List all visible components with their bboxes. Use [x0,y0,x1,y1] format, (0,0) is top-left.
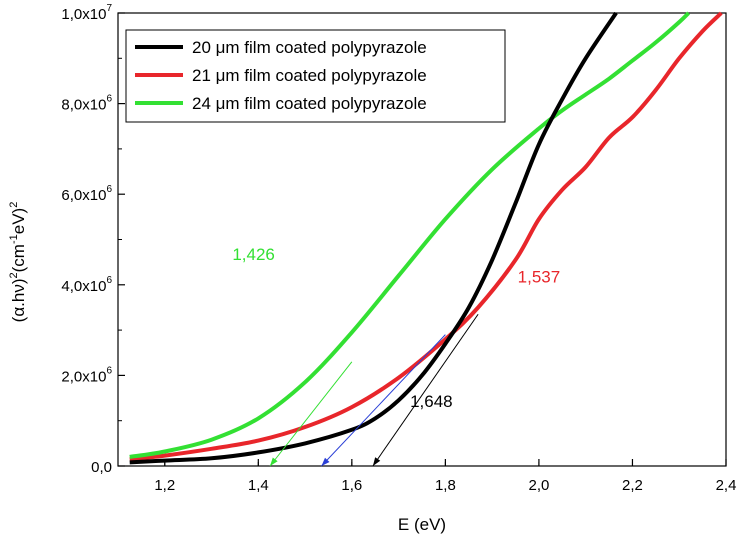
y-tick-label: 6,0x106 [61,184,112,204]
series-line-2 [129,11,690,459]
y-axis-title: (α.hν)2(cm-1eV)2 [8,202,28,323]
annotation-layer: 1,426 1,537 1,648 [232,245,560,411]
bandgap-annotation-0: 1,426 [232,245,275,264]
y-axis-title-main: (α.hν) [9,279,28,323]
x-tick-label: 1,4 [248,477,269,494]
x-tick-label: 2,0 [528,477,549,494]
y-axis-title-sup2: -1 [8,234,20,244]
x-tick-label: 1,2 [154,477,175,494]
tangent-arrowhead-0 [270,457,278,466]
tangent-line-0 [269,361,353,467]
y-tick-label: 8,0x106 [61,94,112,114]
y-tick-label: 2,0x106 [61,365,112,385]
x-tick-label: 1,6 [341,477,362,494]
tangent-arrowhead-1 [321,457,330,466]
bandgap-annotation-2: 1,648 [410,392,453,411]
series-line-1 [129,11,723,462]
x-tick-label: 1,8 [435,477,456,494]
y-tick-label: 0,0 [91,459,112,476]
bandgap-annotation-1: 1,537 [518,268,561,287]
axes-layer: 1,2 1,4 1,6 1,8 2,0 2,2 2,4 0,0 2,0x106 4,0x106 6,… [61,3,736,494]
tangent-arrowhead-2 [372,457,381,466]
tangent-layer [269,313,479,467]
legend: 20 μm film coated polypyrazole 21 μm fil… [125,29,506,123]
x-axis-title: E (eV) [398,515,446,534]
legend-label-24um: 24 μm film coated polypyrazole [192,94,427,113]
y-axis-title-sup1: 2 [8,272,20,278]
x-tick-label: 2,4 [716,477,737,494]
y-axis-title-end: eV) [9,208,28,234]
y-tick-label: 1,0x107 [61,3,112,23]
legend-box [125,29,506,123]
y-tick-label: 4,0x106 [61,275,112,295]
series-line-0 [129,11,618,465]
y-axis-title-mid: (cm [9,244,28,272]
tangent-line-1 [321,334,446,467]
tangent-line-2 [372,313,479,467]
x-tick-label: 2,2 [622,477,643,494]
series-layer [129,11,723,465]
y-axis-title-sup3: 2 [8,202,20,208]
legend-label-21um: 21 μm film coated polypyrazole [192,66,427,85]
legend-label-20um: 20 μm film coated polypyrazole [192,38,427,57]
